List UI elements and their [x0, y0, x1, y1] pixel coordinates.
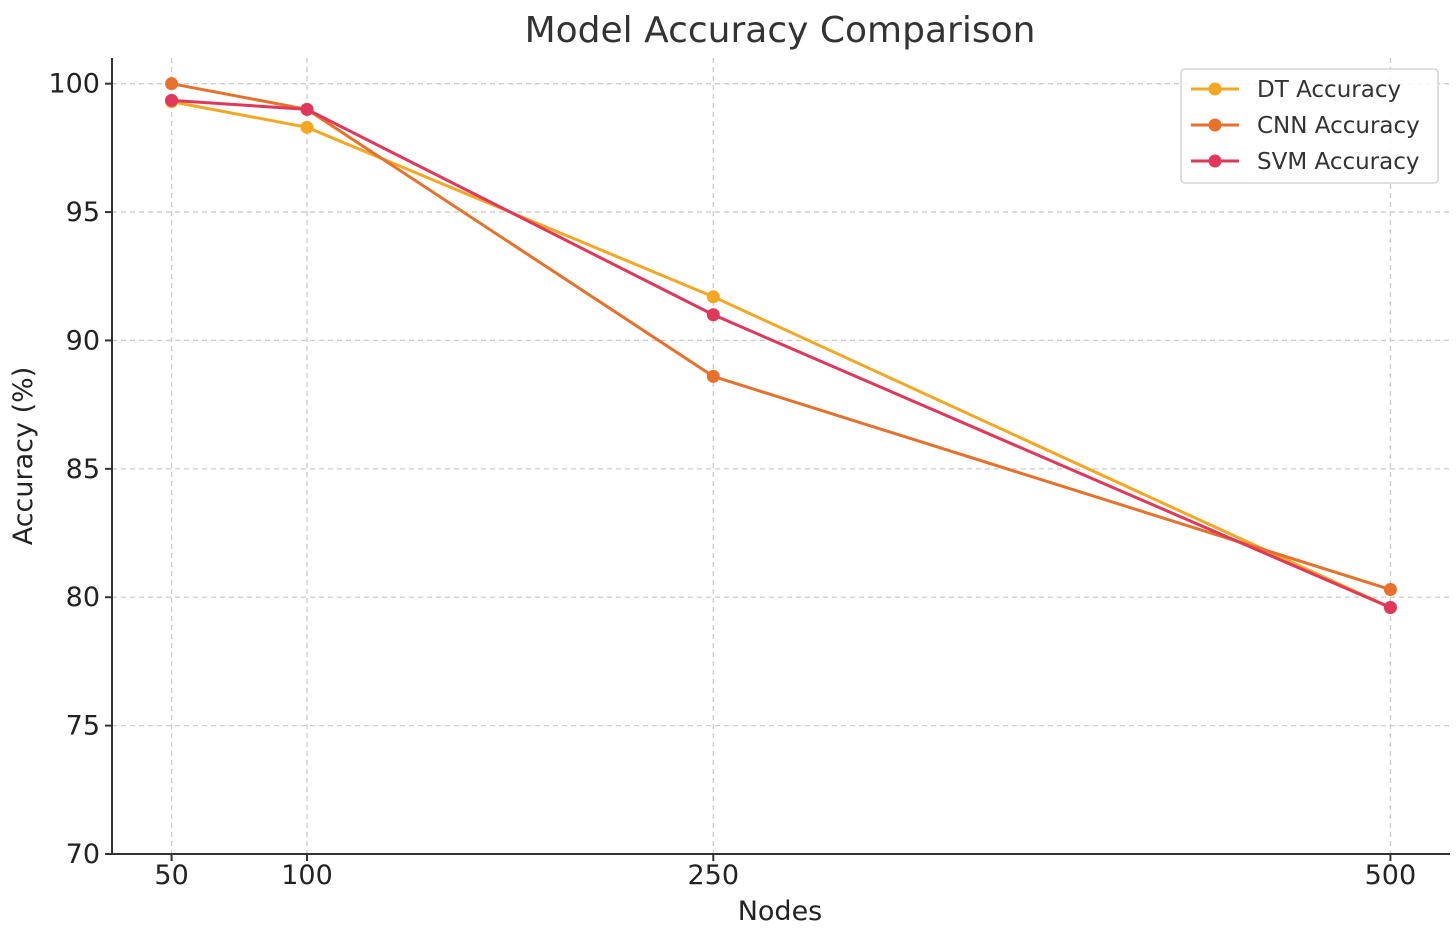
- series: [165, 77, 1397, 614]
- y-tick-label: 70: [66, 839, 100, 870]
- y-tick-label: 80: [66, 582, 100, 613]
- series-line: [171, 98, 1392, 609]
- legend-label: CNN Accuracy: [1257, 113, 1420, 139]
- x-tick-label: 100: [281, 860, 333, 891]
- data-point: [165, 77, 179, 91]
- legend-label: SVM Accuracy: [1257, 149, 1420, 175]
- tick-labels: 70 75 80 85 90 95 100 50 100 250 500: [48, 69, 1416, 891]
- y-tick-label: 75: [66, 711, 100, 742]
- legend-entry: DT Accuracy: [1191, 77, 1401, 103]
- legend-entry: CNN Accuracy: [1191, 113, 1420, 139]
- chart-title: Model Accuracy Comparison: [525, 10, 1036, 51]
- grid: [112, 58, 1450, 854]
- legend-entry: SVM Accuracy: [1191, 149, 1420, 175]
- legend-swatch-marker: [1208, 154, 1222, 168]
- x-tick-label: 50: [154, 860, 188, 891]
- data-point: [706, 290, 720, 304]
- x-axis-title: Nodes: [738, 896, 823, 927]
- y-tick-label: 100: [48, 69, 100, 100]
- y-tick-label: 85: [66, 454, 100, 485]
- x-tick-label: 500: [1365, 860, 1417, 891]
- legend: DT Accuracy CNN Accuracy SVM Accuracy: [1180, 68, 1439, 184]
- data-point: [1383, 600, 1397, 614]
- series-line: [171, 82, 1391, 591]
- legend-swatch-marker: [1208, 118, 1222, 132]
- x-tick-label: 250: [688, 860, 740, 891]
- data-point: [1383, 583, 1397, 597]
- series-1: [165, 77, 1397, 597]
- legend-swatch-marker: [1208, 82, 1222, 96]
- data-point: [165, 93, 179, 107]
- y-tick-label: 90: [66, 325, 100, 356]
- data-point: [706, 308, 720, 322]
- axes: [105, 58, 1450, 861]
- data-point: [706, 369, 720, 383]
- y-axis-title: Accuracy (%): [8, 367, 39, 546]
- legend-label: DT Accuracy: [1257, 77, 1401, 103]
- series-2: [165, 93, 1397, 614]
- data-point: [300, 120, 314, 134]
- y-tick-label: 95: [66, 197, 100, 228]
- legend-frame: [1180, 68, 1439, 184]
- data-point: [300, 102, 314, 116]
